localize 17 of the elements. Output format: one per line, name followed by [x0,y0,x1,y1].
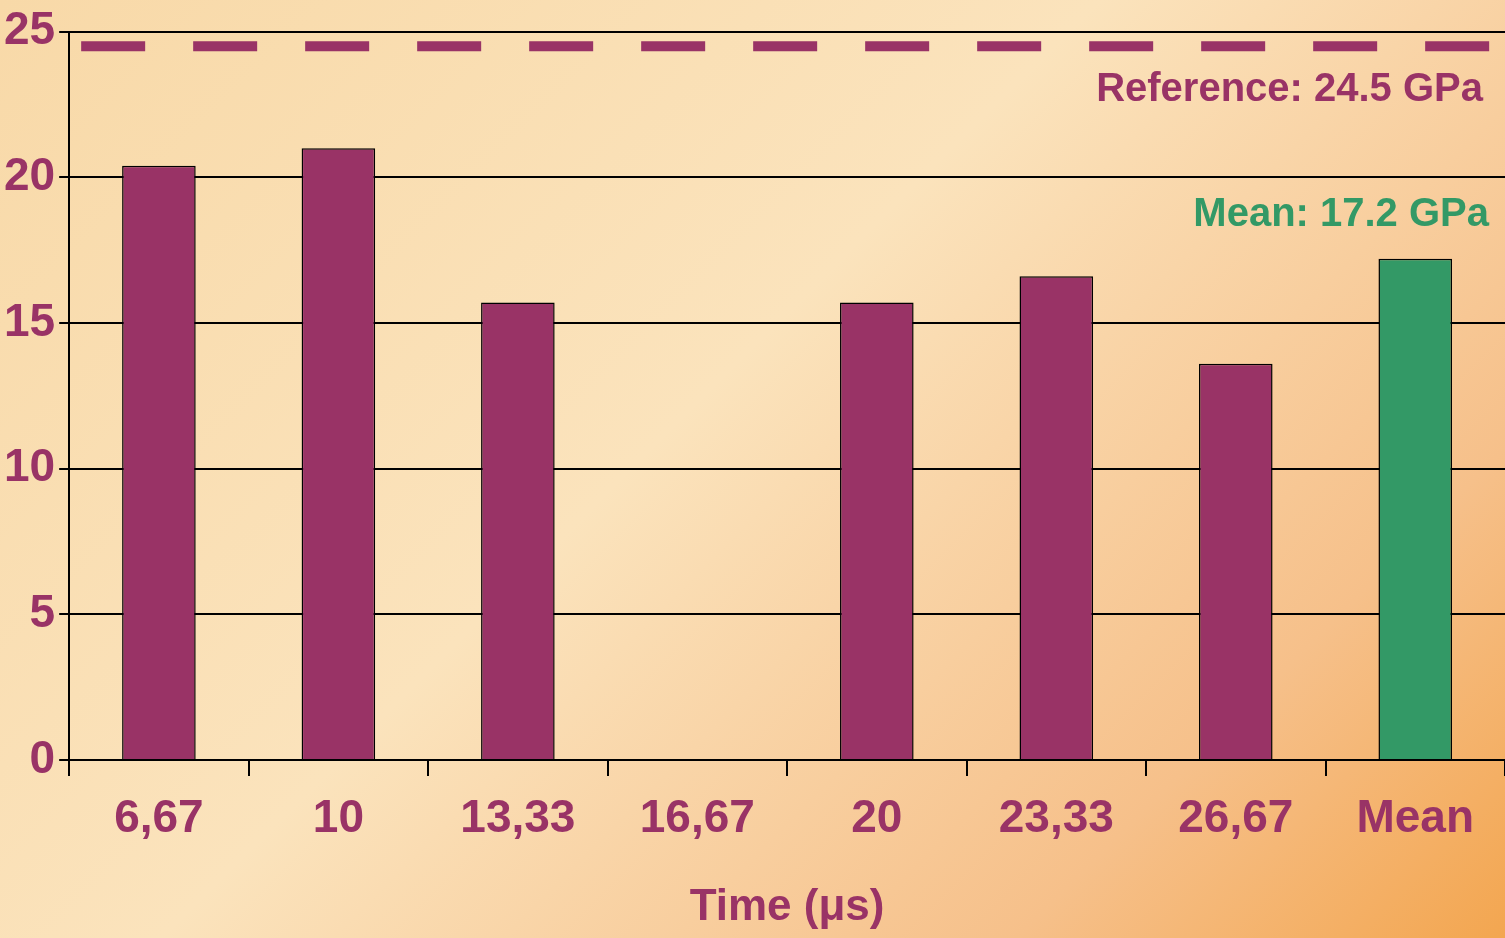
y-tick-label: 10 [3,439,56,492]
x-axis-title: Time (μs) [689,879,885,929]
y-tick-label: 5 [29,585,56,638]
y-tick-label: 15 [3,293,56,346]
y-tick-label: 25 [3,2,56,55]
x-tick-label: 13,33 [460,790,576,843]
x-tick-label: 10 [312,790,364,843]
annotation: Mean: 17.2 GPa [1193,189,1490,234]
x-tick-label: 20 [851,790,903,843]
x-tick-label: 16,67 [639,790,755,843]
ref-line-label: Reference: 24.5 GPa [1096,65,1484,110]
x-tick-label: 6,67 [114,790,204,843]
x-tick-label: Mean [1356,790,1475,843]
y-tick-label: 0 [29,730,56,783]
x-tick-label: 23,33 [998,790,1114,843]
x-tick-label: 26,67 [1178,790,1294,843]
y-tick-label: 20 [3,147,56,200]
